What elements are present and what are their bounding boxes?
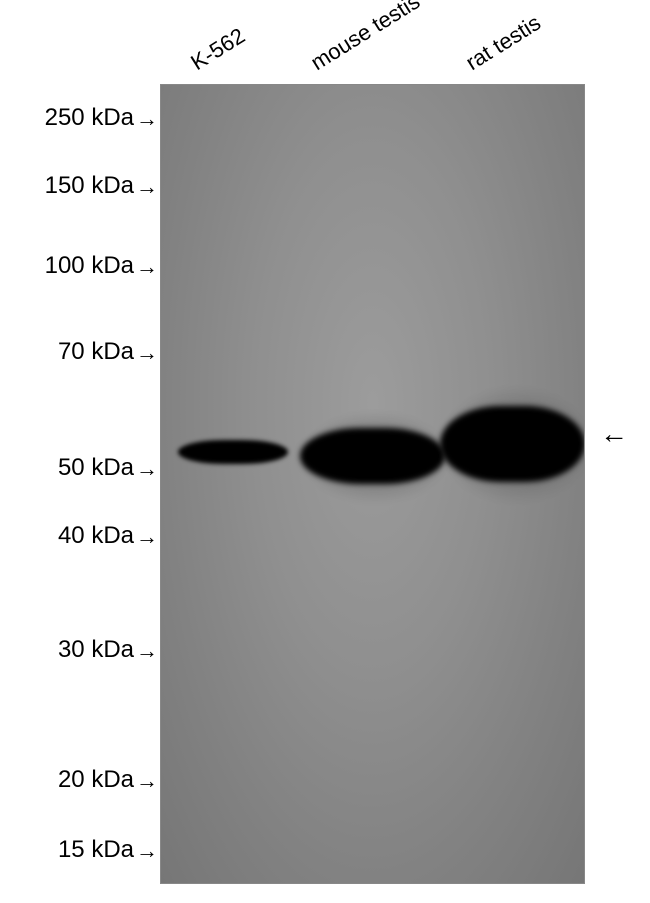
lane-label-2: mouse testis <box>306 0 425 76</box>
band-lane2 <box>300 428 445 484</box>
lane-label-1: K-562 <box>186 23 250 76</box>
mw-label-250: 250 kDa→ <box>20 104 158 132</box>
mw-label-50: 50 kDa→ <box>20 454 158 482</box>
figure-container: WWW.PTGLAB.COM WWW.PTGLAB.COM K-562 mous… <box>0 0 650 903</box>
mw-text: 100 kDa <box>45 252 134 279</box>
blot-area: WWW.PTGLAB.COM WWW.PTGLAB.COM <box>160 84 585 884</box>
mw-text: 15 kDa <box>58 836 134 863</box>
target-band-arrow: ← <box>600 418 628 450</box>
arrow-right-icon: → <box>136 174 158 200</box>
band-lane3 <box>440 406 585 482</box>
lane-label-3: rat testis <box>461 10 545 76</box>
mw-label-100: 100 kDa→ <box>20 252 158 280</box>
arrow-right-icon: → <box>136 106 158 132</box>
arrow-right-icon: → <box>136 638 158 664</box>
mw-text: 70 kDa <box>58 338 134 365</box>
mw-label-15: 15 kDa→ <box>20 836 158 864</box>
mw-text: 30 kDa <box>58 636 134 663</box>
arrow-right-icon: → <box>136 838 158 864</box>
mw-text: 50 kDa <box>58 454 134 481</box>
arrow-right-icon: → <box>136 768 158 794</box>
mw-text: 40 kDa <box>58 522 134 549</box>
mw-label-40: 40 kDa→ <box>20 522 158 550</box>
mw-label-150: 150 kDa→ <box>20 172 158 200</box>
arrow-right-icon: → <box>136 524 158 550</box>
mw-label-30: 30 kDa→ <box>20 636 158 664</box>
mw-label-70: 70 kDa→ <box>20 338 158 366</box>
arrow-right-icon: → <box>136 340 158 366</box>
mw-text: 20 kDa <box>58 766 134 793</box>
arrow-right-icon: → <box>136 254 158 280</box>
arrow-right-icon: → <box>136 456 158 482</box>
mw-text: 250 kDa <box>45 104 134 131</box>
mw-text: 150 kDa <box>45 172 134 199</box>
mw-label-20: 20 kDa→ <box>20 766 158 794</box>
band-lane1 <box>178 440 288 464</box>
